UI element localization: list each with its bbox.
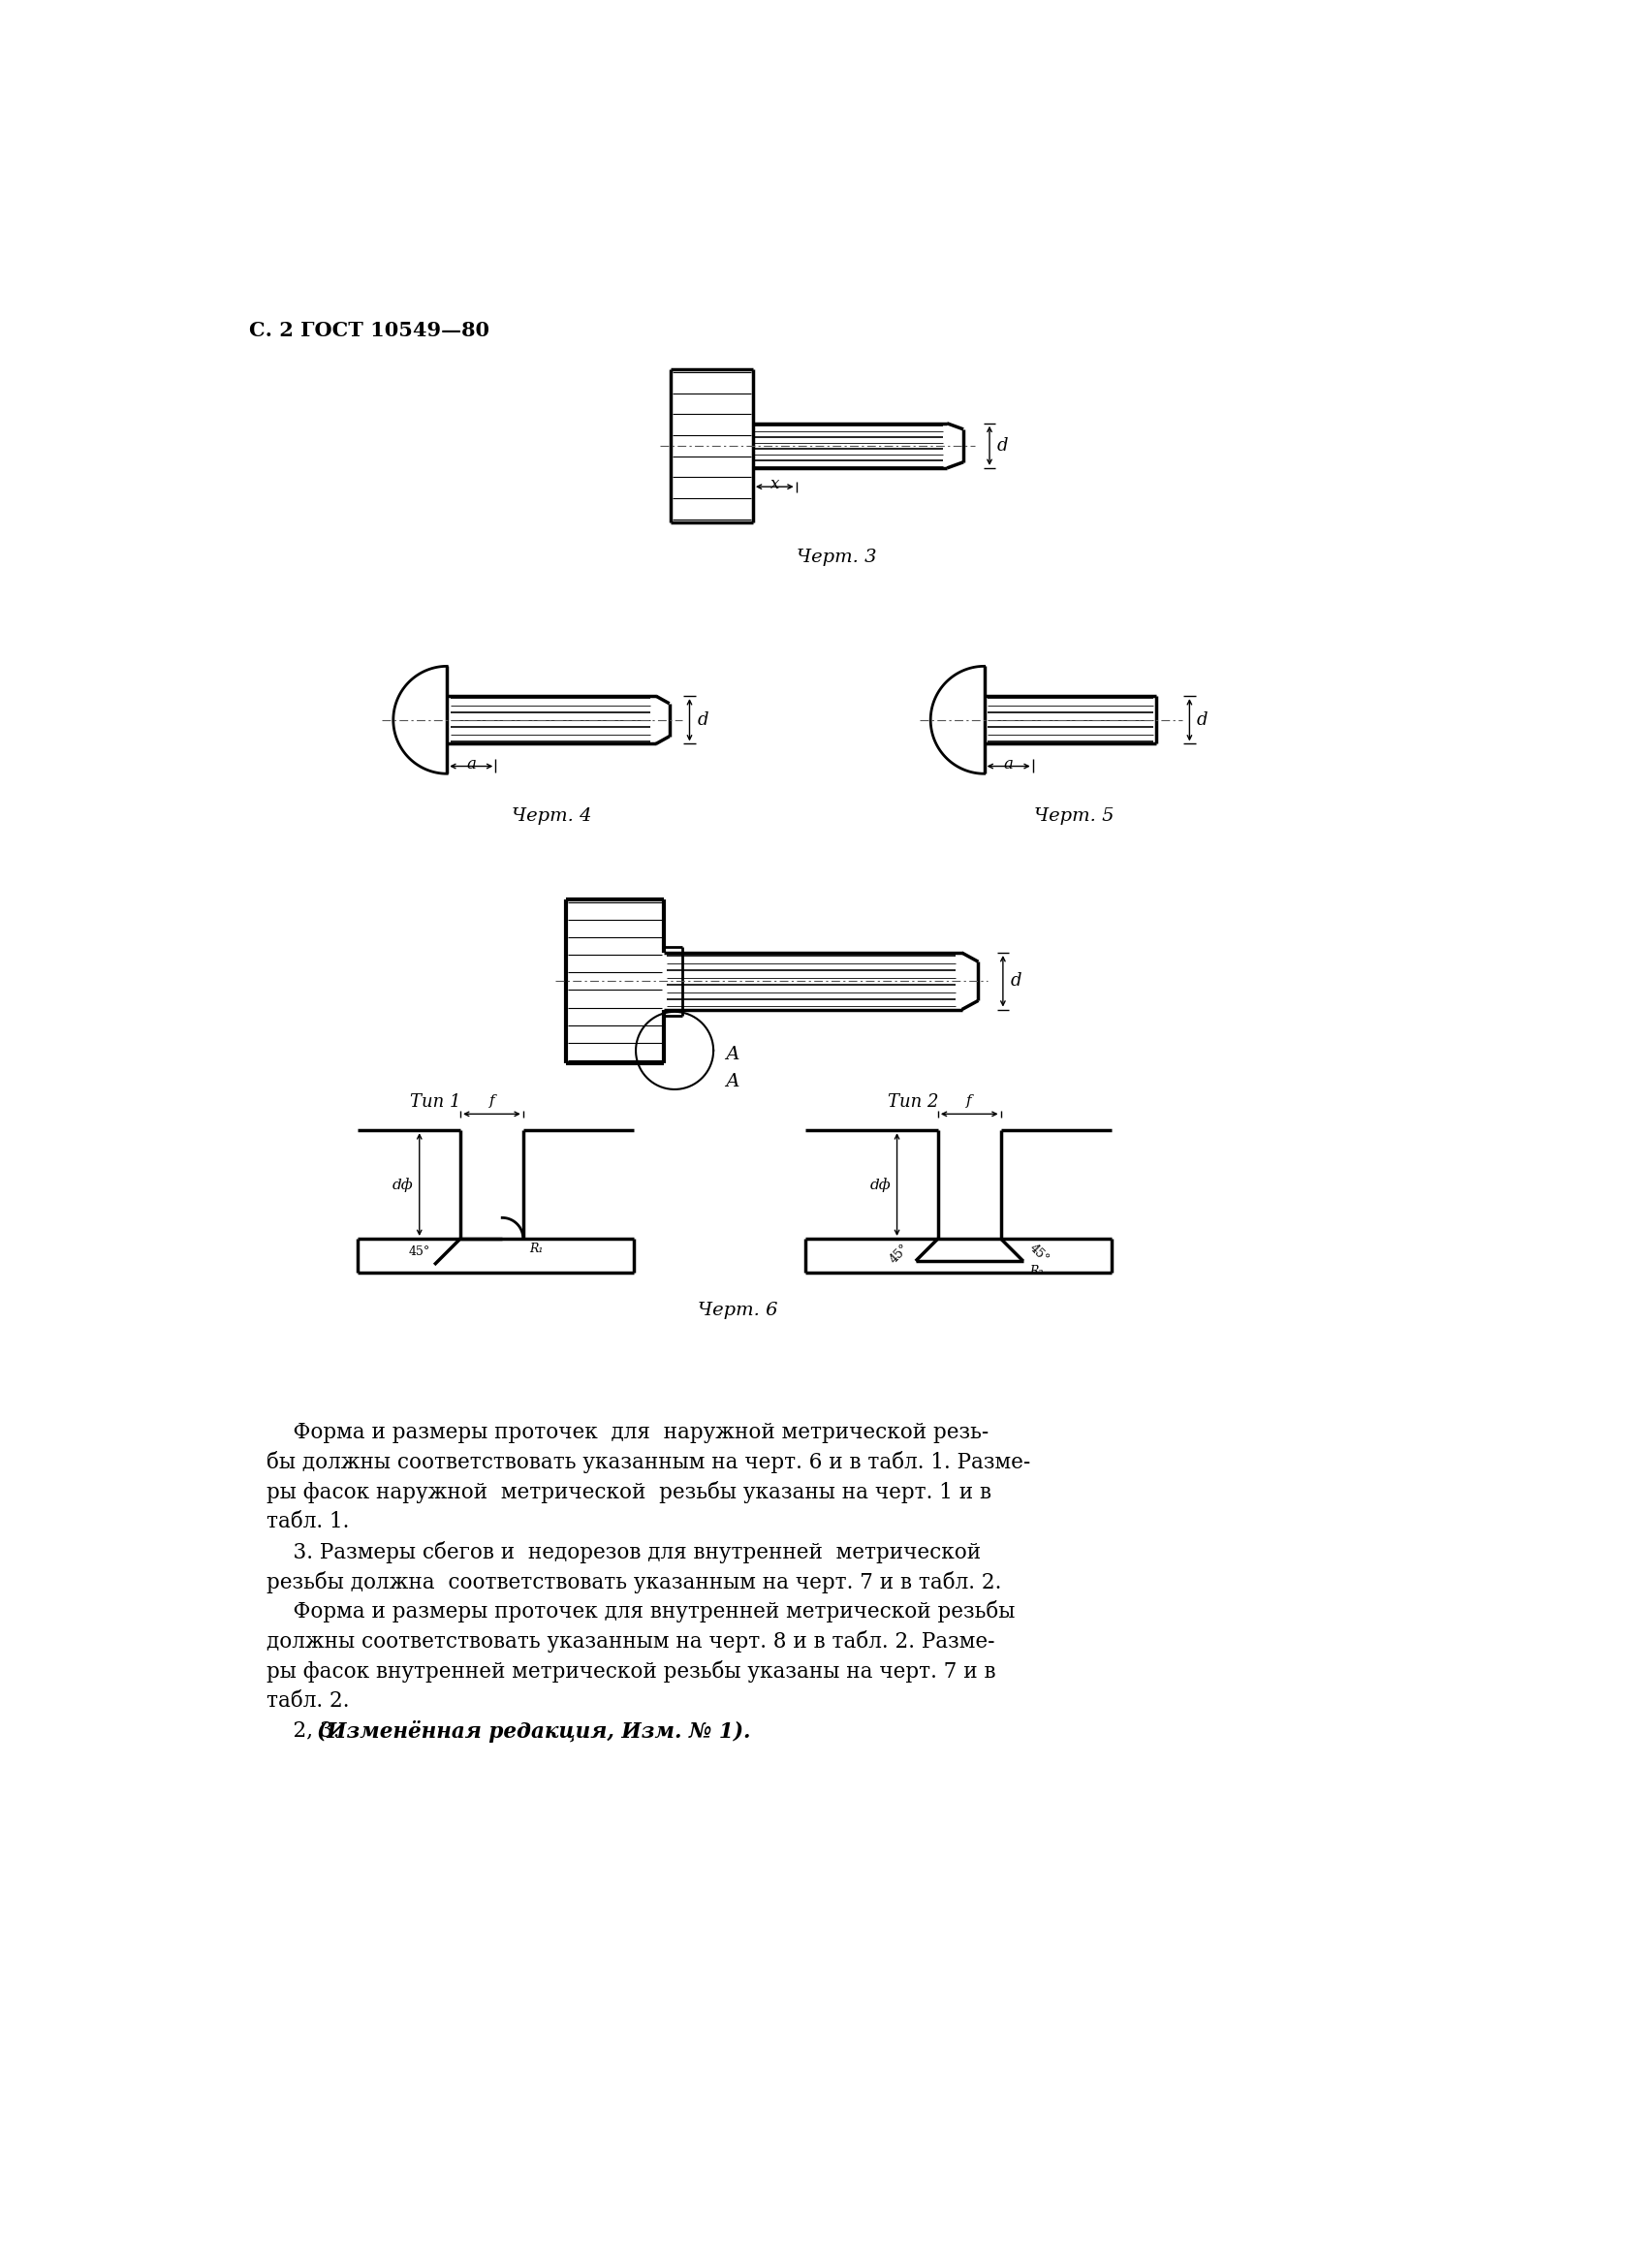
Text: f: f <box>967 1095 972 1109</box>
Text: x: x <box>771 476 779 492</box>
Text: А: А <box>725 1046 738 1064</box>
Text: R₂: R₂ <box>1029 1266 1043 1277</box>
Text: 45°: 45° <box>888 1241 911 1266</box>
Text: Форма и размеры проточек  для  наружной метрической резь-: Форма и размеры проточек для наружной ме… <box>266 1422 988 1442</box>
Text: d: d <box>697 712 709 728</box>
Text: табл. 2.: табл. 2. <box>266 1690 349 1712</box>
Text: Тип 1: Тип 1 <box>410 1093 461 1111</box>
Text: должны соответствовать указанным на черт. 8 и в табл. 2. Разме-: должны соответствовать указанным на черт… <box>266 1631 994 1653</box>
Text: Форма и размеры проточек для внутренней метрической резьбы: Форма и размеры проточек для внутренней … <box>266 1601 1016 1624</box>
Text: резьбы должна  соответствовать указанным на черт. 7 и в табл. 2.: резьбы должна соответствовать указанным … <box>266 1572 1001 1592</box>
Text: R₁: R₁ <box>529 1243 544 1256</box>
Text: А: А <box>725 1073 738 1091</box>
Text: d: d <box>998 438 1008 454</box>
Text: Черт. 4: Черт. 4 <box>511 807 591 826</box>
Text: dф: dф <box>392 1177 413 1191</box>
Text: a: a <box>1004 755 1014 771</box>
Text: табл. 1.: табл. 1. <box>266 1510 349 1533</box>
Text: 3. Размеры сбегов и  недорезов для внутренней  метрической: 3. Размеры сбегов и недорезов для внутре… <box>266 1540 981 1563</box>
Text: 45°: 45° <box>408 1245 431 1259</box>
Text: (Изменённая редакция, Изм. № 1).: (Изменённая редакция, Изм. № 1). <box>317 1719 751 1742</box>
Text: f: f <box>488 1095 495 1109</box>
Text: 45°: 45° <box>1027 1241 1052 1266</box>
Text: ры фасок внутренней метрической резьбы указаны на черт. 7 и в: ры фасок внутренней метрической резьбы у… <box>266 1660 996 1683</box>
Text: 2, 3.: 2, 3. <box>266 1719 346 1742</box>
Text: d: d <box>1011 973 1022 989</box>
Text: бы должны соответствовать указанным на черт. 6 и в табл. 1. Разме-: бы должны соответствовать указанным на ч… <box>266 1452 1030 1474</box>
Text: a: a <box>467 755 477 771</box>
Text: Тип 2: Тип 2 <box>887 1093 939 1111</box>
Text: d: d <box>1197 712 1208 728</box>
Text: dф: dф <box>870 1177 892 1191</box>
Text: Черт. 3: Черт. 3 <box>797 549 877 565</box>
Text: Черт. 5: Черт. 5 <box>1034 807 1114 826</box>
Text: Черт. 6: Черт. 6 <box>697 1302 777 1320</box>
Text: С. 2 ГОСТ 10549—80: С. 2 ГОСТ 10549—80 <box>250 320 490 340</box>
Text: ры фасок наружной  метрической  резьбы указаны на черт. 1 и в: ры фасок наружной метрической резьбы ука… <box>266 1481 991 1504</box>
